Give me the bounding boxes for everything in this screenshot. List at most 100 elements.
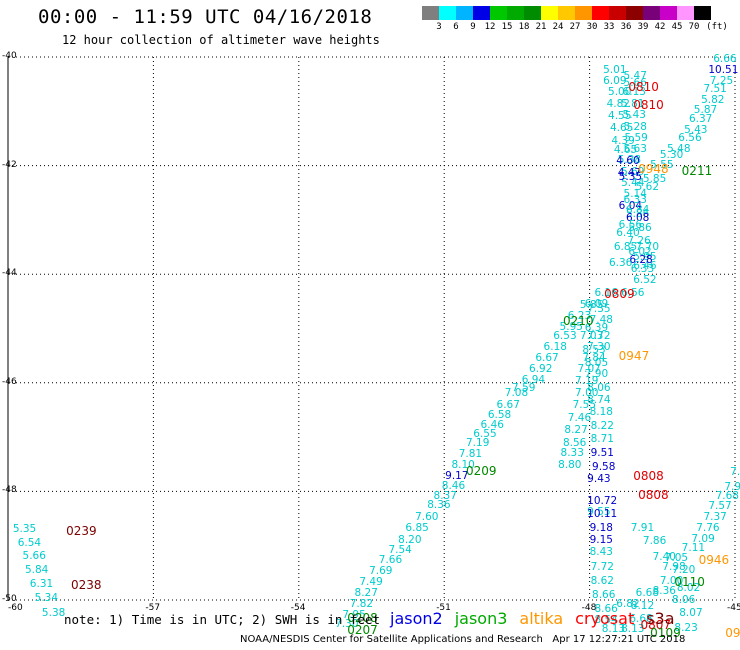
wave-height-value: 7.90 (584, 368, 609, 381)
wave-height-value: 5.82 (701, 94, 725, 106)
wave-height-value: 5.86 (625, 208, 650, 221)
wave-height-value: 7.51 (703, 83, 727, 96)
wave-height-value: 5.85 (579, 299, 604, 312)
pass-time-label: 0946 (698, 552, 730, 567)
wave-height-value: 9.17 (445, 469, 469, 482)
longitude-label: -54 (290, 603, 306, 613)
wave-height-value: 7.81 (458, 448, 483, 461)
wave-height-value: 5.48 (667, 142, 691, 155)
color-swatch (626, 6, 643, 20)
wave-height-value: 5.85 (642, 172, 667, 185)
wave-height-value: 6.53 (553, 330, 577, 343)
wave-height-value: 6.56 (618, 218, 643, 231)
footer-note: note: 1) Time is in UTC; 2) SWH is in fe… (64, 612, 381, 627)
pass-time-label: 0110 (674, 574, 705, 589)
wave-height-value: 10.11 (587, 507, 618, 520)
wave-height-value: 6.46 (480, 418, 504, 431)
color-swatch (473, 6, 490, 20)
wave-height-value: 5.62 (635, 180, 660, 193)
color-swatch (507, 6, 524, 20)
color-scale-label: 27 (569, 22, 581, 32)
color-scale-label: 18 (518, 22, 530, 32)
wave-height-value: 5.35 (618, 171, 643, 184)
legend-item-jason2: jason2 (390, 609, 443, 628)
color-swatch (677, 6, 694, 20)
legend-item-cryosat: cryosat (575, 609, 635, 628)
wave-height-value: 7.03 (579, 330, 604, 343)
credit-line: NOAA/NESDIS Center for Satellite Applica… (240, 634, 685, 645)
credit-text: NOAA/NESDIS Center for Satellite Applica… (240, 634, 543, 645)
wave-height-value: 6.82 (616, 597, 640, 610)
wave-height-value: 8.07 (679, 607, 703, 620)
wave-height-value: 6.67 (535, 351, 559, 364)
wave-height-value: 7.57 (708, 500, 732, 513)
wave-height-value: 6.33 (630, 263, 655, 276)
wave-height-value: 7.60 (415, 511, 439, 524)
wave-height-value: 6.28 (629, 254, 653, 267)
wave-height-value: 6.56 (678, 132, 702, 145)
pass-time-label: 0808 (633, 468, 664, 483)
wave-height-value: 5.84 (24, 563, 49, 576)
color-scale-label: 15 (501, 22, 513, 32)
wave-height-value: 5.95 (633, 251, 657, 264)
wave-height-value: 7.26 (627, 235, 651, 248)
color-scale-label: 36 (620, 22, 632, 32)
page-subtitle: 12 hour collection of altimeter wave hei… (62, 33, 380, 47)
wave-height-value: 5.43 (622, 109, 646, 122)
wave-height-value: 7.35 (587, 303, 611, 316)
longitude-label: -60 (8, 603, 23, 613)
wave-height-value: 7.76 (696, 521, 720, 534)
pass-time-label: 0239 (66, 524, 97, 539)
wave-height-value: 5.66 (623, 76, 647, 89)
wave-height-value: 7.20 (671, 563, 696, 576)
color-scale-label: 24 (552, 22, 564, 32)
color-scale-label: 21 (535, 22, 547, 32)
wave-height-value: 7.00 (659, 574, 684, 587)
wave-height-value: 8.06 (587, 381, 611, 394)
wave-height-value: 6.55 (473, 427, 497, 440)
wave-height-value: 6.13 (622, 86, 646, 99)
timestamp-text: Apr 17 12:27:21 UTC 2018 (552, 634, 686, 645)
wave-height-value: 7.40 (652, 551, 676, 564)
pass-time-label: 0209 (466, 464, 497, 479)
color-scale-label: 3 (436, 22, 442, 32)
color-scale-label: 30 (586, 22, 598, 32)
pass-time-label: 0207 (347, 623, 378, 638)
wave-height-value: 7.3 (730, 465, 740, 478)
wave-height-value: 7.99 (724, 480, 740, 493)
color-swatch (694, 6, 711, 20)
wave-height-value: 5.28 (623, 121, 647, 134)
wave-height-value: 6.40 (616, 227, 640, 240)
wave-height-value: 7.30 (587, 341, 611, 354)
legend-item-altika: altika (519, 609, 564, 628)
wave-height-value: 5.63 (623, 142, 647, 155)
wave-height-value: 4.55 (608, 110, 632, 123)
wave-height-value: 7.07 (577, 362, 601, 375)
wave-height-value: 5.69 (621, 165, 645, 178)
color-scale-label: 42 (654, 22, 666, 32)
wave-height-value: 4.82 (606, 97, 630, 110)
wave-height-value: 7.11 (681, 541, 706, 554)
latitude-label: -42 (2, 159, 17, 170)
color-swatch (660, 6, 677, 20)
pass-time-label: 0109 (650, 626, 681, 641)
wave-height-value: 8.27 (354, 587, 378, 600)
wave-height-value: 6.09 (603, 75, 627, 87)
wave-height-value: 5.59 (624, 132, 648, 145)
wave-height-value: 5.35 (12, 522, 37, 535)
wave-height-value: 5.01 (603, 64, 627, 77)
wave-height-value: 6.68 (629, 612, 653, 625)
wave-height-value: 8.36 (427, 498, 451, 511)
pass-time-label: 0948 (638, 161, 669, 176)
color-scale-label: 6 (453, 22, 459, 32)
wave-height-value: 7.54 (388, 543, 412, 556)
wave-height-value: 4.47 (617, 167, 642, 180)
pass-time-label: 0945 (725, 626, 740, 641)
wave-height-value: 8.27 (564, 424, 588, 437)
color-scale-labels: 3 6 9 12 15 18 21 24 27 30 33 36 39 42 45 70 (ft) (422, 22, 740, 34)
pass-time-label: 0208 (347, 610, 378, 625)
wave-height-value: 7.72 (590, 560, 614, 573)
wave-height-value: 6.09 (584, 297, 609, 310)
wave-height-value: 6.04 (618, 199, 643, 212)
wave-height-value: 6.02 (628, 246, 652, 259)
